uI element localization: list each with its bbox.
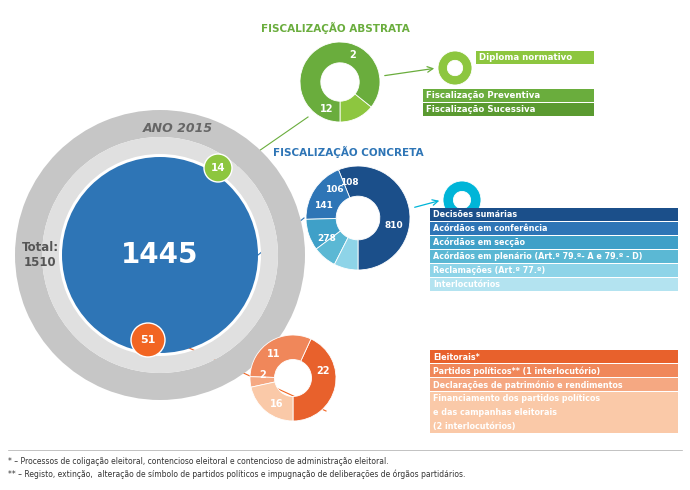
Text: 11: 11: [267, 349, 280, 359]
Text: 141: 141: [314, 201, 333, 211]
FancyBboxPatch shape: [430, 392, 678, 433]
Wedge shape: [15, 110, 305, 400]
Wedge shape: [443, 181, 481, 219]
Wedge shape: [42, 137, 278, 373]
Text: 2: 2: [459, 195, 465, 205]
Text: Acórdãos em plenário (Art.º 79.º- A e 79.º - D): Acórdãos em plenário (Art.º 79.º- A e 79…: [433, 252, 642, 261]
Wedge shape: [306, 219, 340, 249]
FancyBboxPatch shape: [430, 378, 678, 391]
Text: Fiscalização Sucessiva: Fiscalização Sucessiva: [426, 105, 535, 114]
Text: Interlocutórios: Interlocutórios: [433, 280, 500, 289]
Wedge shape: [250, 377, 275, 387]
Circle shape: [62, 157, 258, 353]
Text: (2 interlocutórios): (2 interlocutórios): [433, 422, 515, 431]
Text: e das campanhas eleitorais: e das campanhas eleitorais: [433, 408, 557, 417]
Text: ** – Registo, extinção,  alteração de símbolo de partidos políticos e impugnação: ** – Registo, extinção, alteração de sím…: [8, 469, 465, 479]
Text: Diploma normativo: Diploma normativo: [479, 53, 572, 62]
Text: 810: 810: [385, 220, 404, 230]
Circle shape: [131, 323, 165, 357]
FancyBboxPatch shape: [430, 264, 678, 277]
Text: 12: 12: [320, 104, 334, 114]
Text: * – Processos de coligação eleitoral, contencioso eleitoral e contencioso de adm: * – Processos de coligação eleitoral, co…: [8, 457, 388, 466]
Text: Declarações de património e rendimentos: Declarações de património e rendimentos: [433, 380, 622, 390]
Text: 2: 2: [349, 50, 356, 60]
Text: 2: 2: [452, 64, 458, 73]
FancyBboxPatch shape: [430, 208, 678, 221]
Wedge shape: [250, 335, 311, 377]
Wedge shape: [335, 238, 358, 270]
FancyBboxPatch shape: [476, 51, 594, 64]
Text: 106: 106: [325, 185, 344, 195]
Text: Financiamento dos partidos políticos: Financiamento dos partidos políticos: [433, 394, 600, 403]
FancyBboxPatch shape: [430, 250, 678, 263]
Text: FISCALIZAÇÃO CONCRETA: FISCALIZAÇÃO CONCRETA: [273, 146, 423, 158]
Text: 1445: 1445: [121, 241, 199, 269]
Text: FISCALIZAÇÃO ABSTRATA: FISCALIZAÇÃO ABSTRATA: [261, 22, 409, 34]
Text: Reclamações (Art.º 77.º): Reclamações (Art.º 77.º): [433, 266, 545, 275]
Text: Total:
1510: Total: 1510: [21, 241, 59, 269]
FancyBboxPatch shape: [430, 236, 678, 249]
Circle shape: [204, 154, 232, 182]
FancyBboxPatch shape: [430, 278, 678, 291]
FancyBboxPatch shape: [430, 350, 678, 363]
Text: 108: 108: [340, 177, 359, 187]
Text: 51: 51: [140, 335, 156, 345]
Wedge shape: [300, 42, 380, 122]
FancyBboxPatch shape: [430, 222, 678, 235]
Text: Decisões sumárias: Decisões sumárias: [433, 210, 517, 219]
Wedge shape: [316, 231, 348, 265]
Text: 14: 14: [210, 163, 226, 173]
Wedge shape: [306, 170, 350, 220]
Text: Partidos políticos** (1 interlocutório): Partidos políticos** (1 interlocutório): [433, 366, 600, 376]
Text: 22: 22: [316, 367, 330, 376]
Text: Eleitorais*: Eleitorais*: [433, 352, 480, 362]
Text: Acórdãos em conferência: Acórdãos em conferência: [433, 224, 547, 233]
Text: ANO 2015: ANO 2015: [143, 122, 213, 134]
FancyBboxPatch shape: [423, 103, 594, 116]
Wedge shape: [438, 51, 472, 85]
Text: 2: 2: [259, 370, 266, 380]
Wedge shape: [251, 382, 293, 421]
Wedge shape: [293, 339, 336, 421]
Text: Fiscalização Preventiva: Fiscalização Preventiva: [426, 91, 540, 100]
Text: Acórdãos em secção: Acórdãos em secção: [433, 238, 525, 247]
Wedge shape: [340, 94, 371, 122]
Text: 278: 278: [317, 234, 337, 243]
Text: 16: 16: [270, 399, 284, 409]
FancyBboxPatch shape: [430, 364, 678, 377]
Wedge shape: [339, 166, 410, 270]
FancyBboxPatch shape: [423, 89, 594, 102]
